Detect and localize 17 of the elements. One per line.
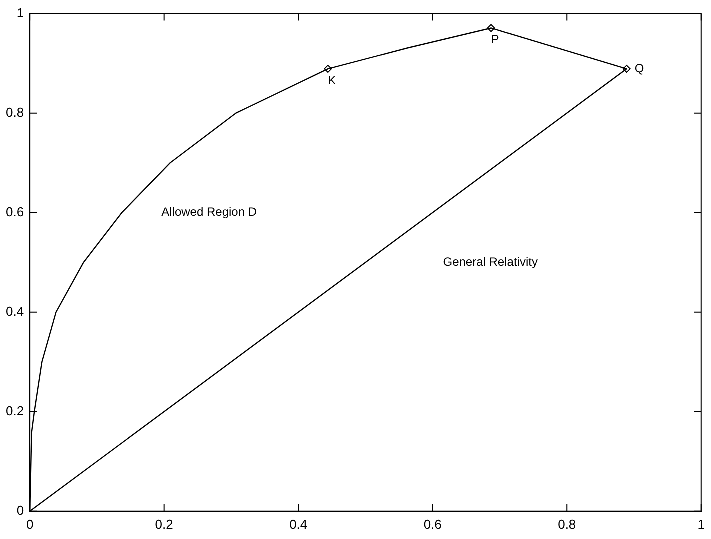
- y-tick-label: 0.2: [6, 403, 24, 418]
- y-tick-label: 0.4: [6, 304, 24, 319]
- x-tick-label: 1: [698, 516, 705, 532]
- annotation: Allowed Region D: [162, 205, 258, 220]
- y-tick-label: 0.6: [6, 204, 24, 220]
- y-tick-label: 1: [16, 5, 24, 20]
- annotation: K: [328, 73, 336, 88]
- y-tick-label: 0.8: [6, 104, 24, 120]
- y-tick-label: 0: [16, 502, 24, 518]
- x-tick-label: 0.8: [558, 516, 576, 532]
- x-tick-label: 0.2: [155, 516, 174, 532]
- x-tick-label: 0.4: [290, 516, 308, 532]
- annotation: General Relativity: [443, 254, 538, 269]
- x-tick-label: 0: [26, 516, 34, 532]
- annotation: P: [491, 32, 500, 47]
- x-tick-label: 0.6: [424, 516, 442, 532]
- annotation: Q: [634, 61, 644, 76]
